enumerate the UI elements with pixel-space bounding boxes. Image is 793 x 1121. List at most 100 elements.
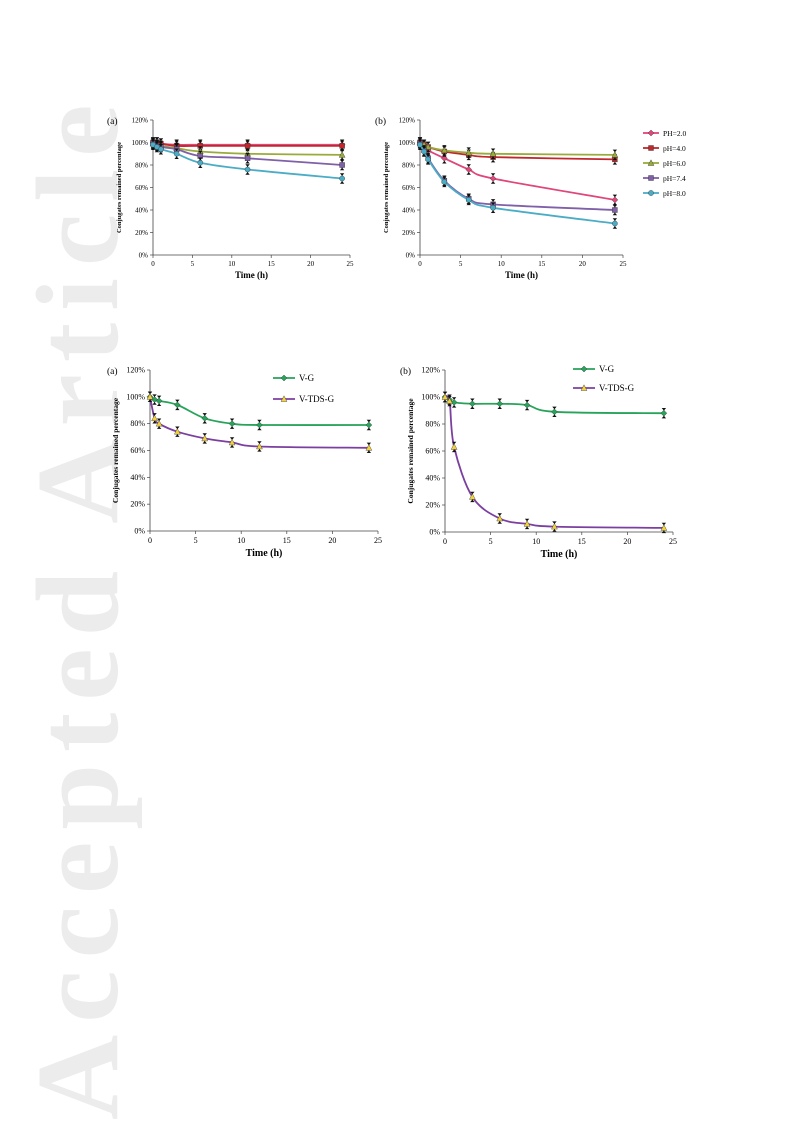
series-ph-8-0 (417, 139, 618, 229)
legend-marker (280, 395, 288, 402)
error-bar-cap-top (158, 141, 164, 145)
error-bar-cap-bottom (490, 159, 496, 163)
error-bar-cap-top (497, 513, 502, 516)
y-tick-label: 120% (132, 117, 149, 125)
y-axis-title: Conjugates remained percentage (111, 397, 120, 503)
error-bar-cap-bottom (612, 161, 618, 165)
error-bar-cap-bottom (552, 529, 557, 532)
data-point (441, 179, 448, 185)
legend-marker (580, 384, 588, 391)
error-bar-cap-top (497, 398, 502, 402)
error-bar-cap-bottom (470, 406, 475, 409)
legend-marker (647, 129, 655, 137)
data-point (489, 150, 497, 157)
error-bar-cap-bottom (147, 399, 153, 403)
error-bar-cap-bottom (442, 399, 448, 403)
error-bar-cap-bottom (339, 181, 345, 184)
data-point (469, 493, 476, 500)
error-bar-cap-top (466, 164, 471, 167)
error-bar-cap-top (150, 139, 156, 143)
data-point (421, 148, 427, 155)
error-bar-cap-top (421, 146, 427, 149)
y-tick-label: 40% (130, 473, 145, 482)
x-tick-label: 20 (579, 260, 587, 268)
error-bar-cap-top (198, 140, 203, 144)
data-point (496, 514, 504, 522)
data-point (158, 146, 164, 153)
error-bar-cap-top (470, 398, 475, 402)
data-point (201, 434, 209, 442)
series-v-tds-g (441, 391, 668, 534)
error-bar-cap-top (198, 150, 203, 154)
data-point (339, 175, 345, 182)
error-bar-cap-top (156, 395, 162, 399)
y-tick-label: 60% (135, 184, 148, 192)
data-point (339, 162, 345, 168)
error-bar-cap-top (202, 433, 207, 436)
x-tick-label: 20 (307, 260, 315, 268)
y-tick-label: 20% (425, 501, 440, 510)
data-point (228, 438, 236, 446)
error-bar-cap-top (425, 154, 431, 157)
data-point (244, 166, 251, 173)
data-point (174, 428, 181, 435)
x-tick-label: 10 (498, 260, 506, 268)
error-bar-cap-top (612, 149, 618, 153)
data-point (611, 196, 619, 204)
y-tick-label: 0% (134, 527, 145, 536)
error-bar-cap-top (466, 194, 471, 198)
y-tick-label: 80% (402, 162, 415, 170)
x-axis-title: Time (h) (505, 270, 538, 280)
error-bar-cap-bottom (152, 402, 157, 405)
error-bar-cap-top (447, 394, 452, 398)
panel-label: (a) (107, 366, 118, 377)
error-bar-cap-top (612, 194, 618, 198)
error-bar-cap-bottom (152, 420, 157, 424)
data-point (146, 393, 154, 400)
error-bar-cap-top (257, 419, 262, 423)
data-point (365, 421, 373, 429)
error-bar-cap-bottom (490, 181, 496, 184)
y-axis-title: Conjugates remained percentage (406, 398, 415, 504)
error-bar-cap-top (174, 144, 179, 147)
error-bar-cap-bottom (466, 202, 471, 206)
error-bar-cap-top (442, 391, 448, 395)
error-bar-cap-top (174, 140, 179, 144)
error-bar-cap-bottom (174, 156, 179, 159)
error-bar-cap-top (154, 141, 160, 145)
error-bar-cap-bottom (257, 449, 262, 452)
y-tick-label: 20% (130, 500, 145, 509)
error-bar-cap-top (524, 399, 530, 403)
x-tick-label: 25 (620, 260, 628, 268)
error-bar-cap-bottom (552, 414, 557, 418)
data-point (365, 444, 373, 451)
legend-label: pH=7.4 (663, 174, 686, 183)
error-bar-cap-bottom (451, 449, 457, 453)
data-point (450, 443, 458, 450)
legend-marker (648, 175, 654, 181)
series-v-g (146, 391, 373, 431)
data-point (441, 393, 449, 400)
error-bar-cap-bottom (612, 226, 618, 229)
x-tick-label: 5 (489, 537, 493, 546)
error-bar-cap-top (339, 149, 345, 153)
panel-label: (b) (375, 116, 386, 127)
data-point (523, 520, 531, 527)
x-tick-label: 10 (237, 536, 245, 545)
legend-marker (648, 145, 654, 151)
error-bar-cap-top (366, 419, 372, 423)
error-bar-cap-top (156, 418, 162, 422)
y-tick-label: 80% (425, 420, 440, 429)
data-point (197, 159, 204, 166)
data-point (496, 400, 504, 408)
y-tick-label: 40% (402, 207, 415, 215)
error-bar-cap-top (147, 391, 153, 395)
error-bar-cap-bottom (229, 445, 235, 448)
error-bar-cap-top (339, 159, 345, 163)
error-bar-cap-top (466, 147, 471, 151)
error-bar-cap-bottom (661, 530, 667, 534)
error-bar-cap-bottom (612, 212, 618, 216)
x-axis-title: Time (h) (235, 270, 268, 280)
error-bar-cap-top (442, 145, 447, 148)
legend-label: V-TDS-G (299, 394, 335, 404)
